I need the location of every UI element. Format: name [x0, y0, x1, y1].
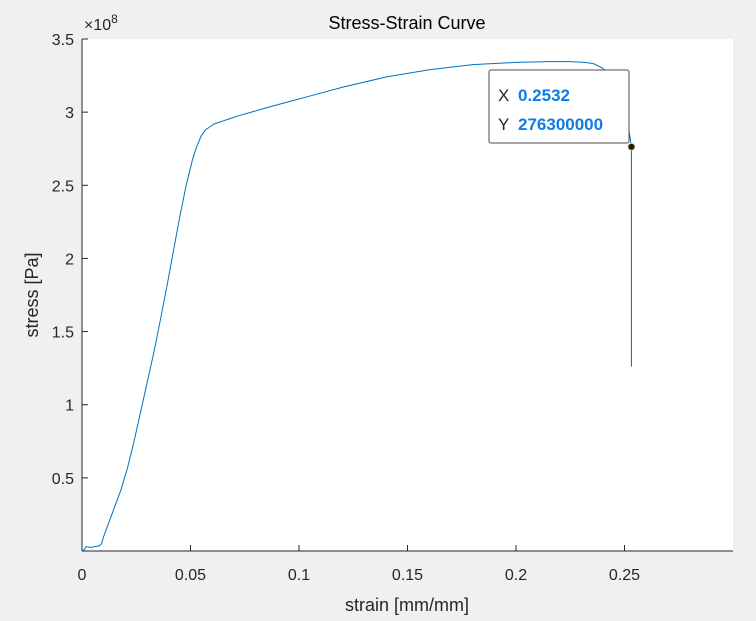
chart-title: Stress-Strain Curve — [328, 13, 485, 33]
axes-background[interactable] — [82, 39, 733, 551]
y-tick-label: 3.5 — [52, 32, 74, 49]
y-tick-label: 2.5 — [52, 178, 74, 195]
x-ticks: 0 0.05 0.1 0.15 0.2 0.25 — [78, 545, 640, 584]
datatip-y-value: 276300000 — [518, 115, 603, 134]
datatip[interactable]: X 0.2532 Y 276300000 — [488, 69, 636, 151]
datatip-x-value: 0.2532 — [518, 86, 570, 105]
y-tick-label: 3 — [65, 105, 74, 122]
x-tick-label: 0 — [78, 567, 87, 584]
x-tick-label: 0.1 — [288, 567, 310, 584]
datatip-x-key: X — [498, 86, 509, 105]
y-tick-label: 2 — [65, 251, 74, 268]
x-tick-label: 0.2 — [505, 567, 527, 584]
y-tick-label: 0.5 — [52, 471, 74, 488]
y-tick-label: 1 — [65, 398, 74, 415]
datatip-marker[interactable] — [627, 142, 636, 151]
y-tick-label: 1.5 — [52, 325, 74, 342]
y-ticks: 0.5 1 1.5 2 2.5 3 3.5 — [52, 32, 88, 488]
series-line[interactable] — [81, 61, 632, 552]
x-tick-label: 0.05 — [175, 567, 206, 584]
y-exponent-base: ×10 — [84, 17, 111, 34]
y-exponent-value: 8 — [111, 12, 118, 26]
y-exponent-label: ×108 — [84, 12, 118, 34]
y-axis-title: stress [Pa] — [22, 252, 42, 337]
datatip-y-key: Y — [498, 115, 509, 134]
x-tick-label: 0.25 — [609, 567, 640, 584]
x-axis-title: strain [mm/mm] — [345, 595, 469, 615]
x-tick-label: 0.15 — [392, 567, 423, 584]
datatip-box — [488, 69, 630, 144]
